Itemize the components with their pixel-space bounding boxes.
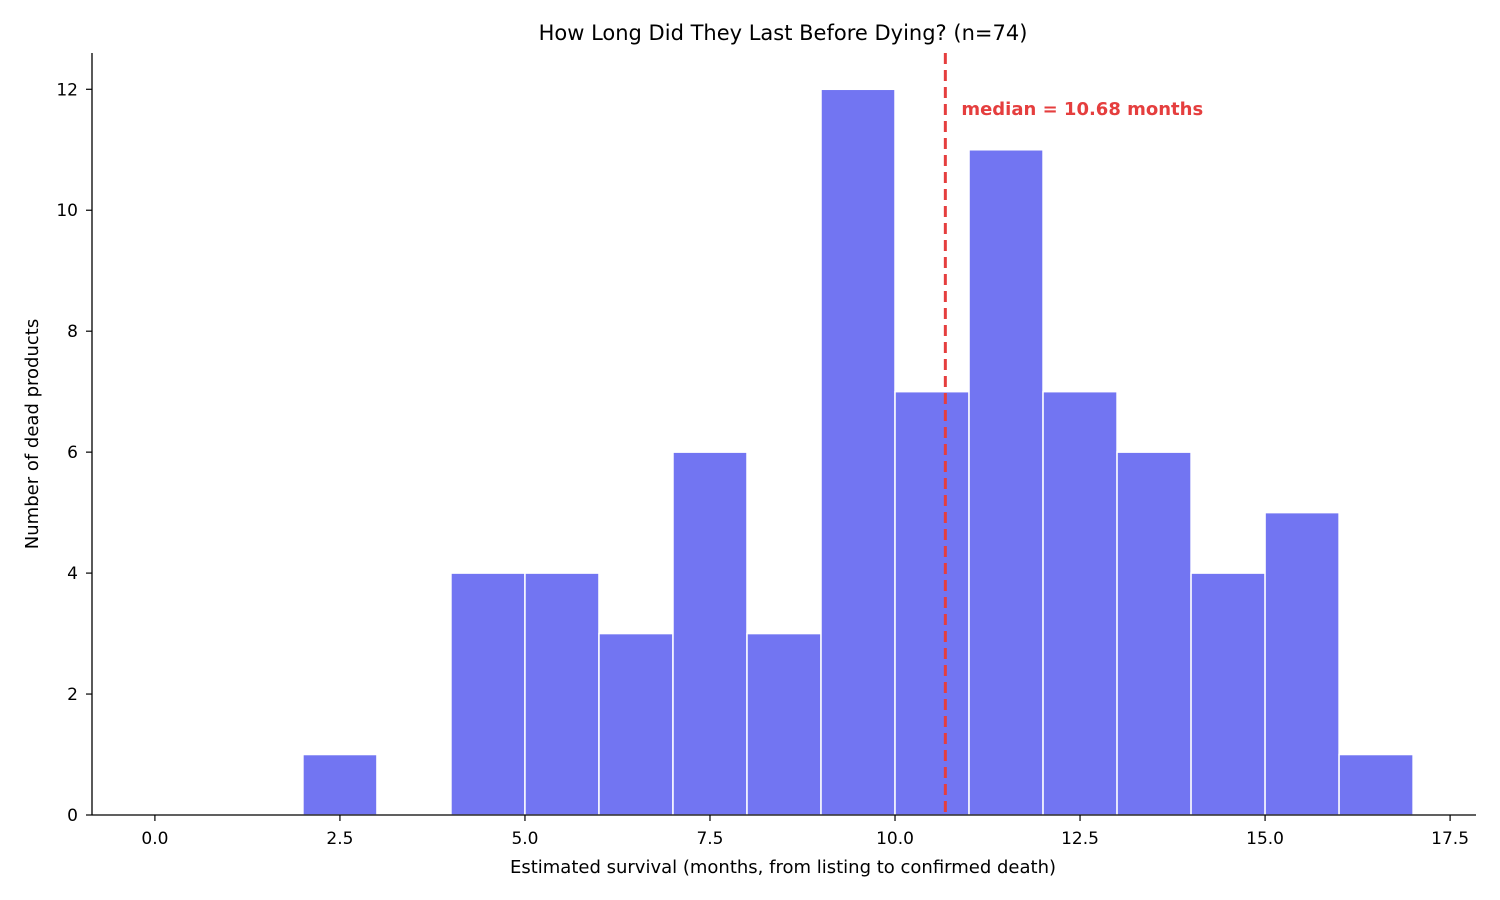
histogram-bar [450,572,526,816]
y-tick-label: 2 [67,685,78,705]
histogram-bars [302,88,1414,816]
median-marker: median = 10.68 months [943,53,1203,815]
x-tick-label: 2.5 [326,829,353,849]
histogram-bar [524,572,600,816]
y-tick-label: 12 [56,80,78,100]
y-tick-label: 8 [67,322,78,342]
histogram-bar [1264,511,1340,816]
axes [91,53,1476,816]
histogram-bar [598,632,674,816]
y-ticks: 0 2 4 6 8 10 12 [56,80,92,826]
x-tick-label: 12.5 [1061,829,1099,849]
y-tick-label: 6 [67,443,78,463]
histogram-bar [672,451,748,816]
x-axis-label: Estimated survival (months, from listing… [510,857,1056,878]
histogram-bar [1338,753,1414,816]
chart-title: How Long Did They Last Before Dying? (n=… [539,21,1028,45]
y-tick-label: 0 [67,806,78,826]
x-tick-label: 5.0 [511,829,538,849]
y-tick-label: 10 [56,201,78,221]
x-tick-label: 15.0 [1246,829,1284,849]
y-tick-label: 4 [67,564,78,584]
y-axis-label: Number of dead products [22,319,43,549]
x-tick-label: 17.5 [1431,829,1469,849]
x-ticks: 0.0 2.5 5.0 7.5 10.0 12.5 15.0 17.5 [141,815,1469,849]
histogram-bar [1190,572,1266,816]
histogram-bar [820,88,896,816]
x-tick-label: 7.5 [696,829,723,849]
x-tick-label: 0.0 [141,829,168,849]
histogram-bar [746,632,822,816]
histogram-bar [894,390,970,816]
median-label: median = 10.68 months [961,99,1203,120]
histogram-bar [302,753,378,816]
histogram-bar [968,149,1044,816]
x-tick-label: 10.0 [876,829,914,849]
histogram-bar [1042,390,1118,816]
histogram-bar [1116,451,1192,816]
